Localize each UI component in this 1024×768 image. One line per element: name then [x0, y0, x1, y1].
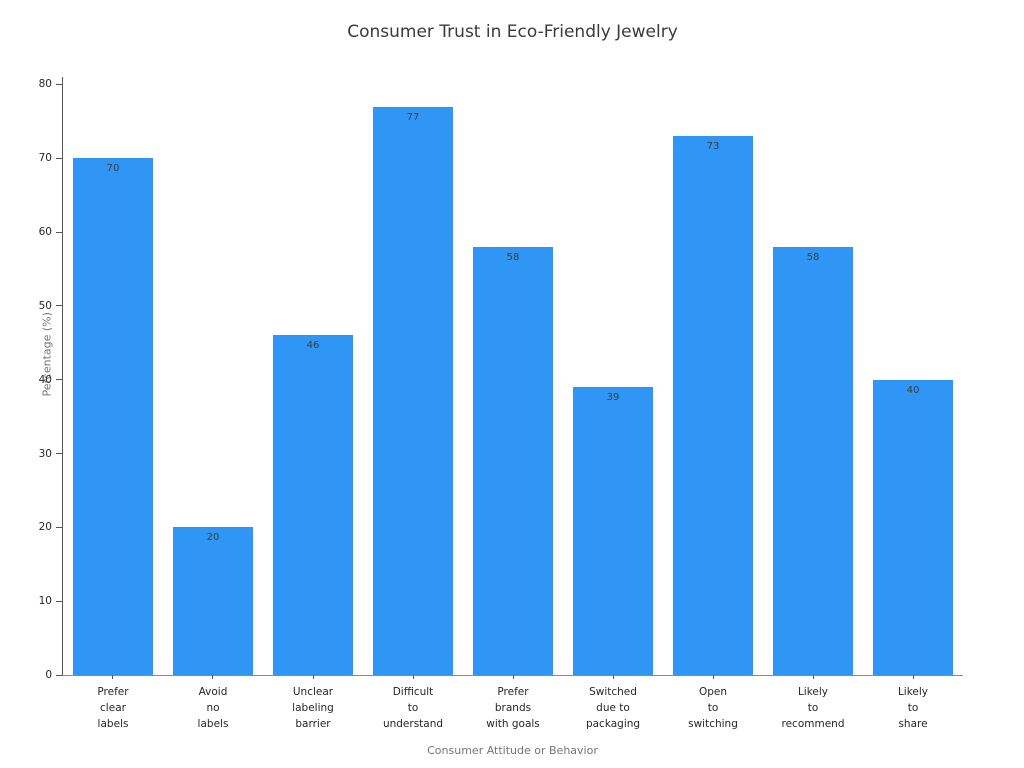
- y-tick: [56, 231, 62, 233]
- y-tick-label: 10: [38, 595, 52, 608]
- y-tick-label: 60: [38, 226, 52, 239]
- y-tick-label: 70: [38, 152, 52, 165]
- bar-value-label: 77: [406, 111, 420, 123]
- x-axis-label: Consumer Attitude or Behavior: [427, 744, 598, 757]
- bar: 40: [873, 379, 953, 675]
- y-tick-label: 0: [45, 669, 52, 681]
- x-tick-label: Open to switching: [688, 686, 738, 730]
- bar-slot: 77: [363, 77, 463, 675]
- x-tick-label: Likely to share: [897, 686, 929, 730]
- y-tick-label: 40: [38, 373, 52, 386]
- bar-slot: 46: [263, 77, 363, 675]
- x-tick-label: Difficult to understand: [382, 686, 444, 730]
- y-tick: [56, 453, 62, 455]
- x-tick: [612, 675, 614, 679]
- y-tick: [56, 674, 62, 676]
- y-tick: [56, 157, 62, 159]
- y-tick-label: 80: [38, 78, 52, 91]
- x-tick-label: Prefer brands with goals: [486, 686, 540, 730]
- bar: 58: [473, 246, 553, 675]
- y-tick: [56, 526, 62, 528]
- x-tick-label: Switched due to packaging: [585, 686, 641, 730]
- bar: 73: [673, 136, 753, 675]
- bar: 20: [173, 527, 253, 675]
- y-tick: [56, 305, 62, 307]
- bar: 58: [773, 246, 853, 675]
- y-tick-label: 30: [38, 447, 52, 460]
- bar-slot: 58: [763, 77, 863, 675]
- bar-slot: 58: [463, 77, 563, 675]
- bar: 39: [573, 387, 653, 675]
- bar-slot: 73: [663, 77, 763, 675]
- bar-value-label: 58: [506, 251, 520, 263]
- x-tick: [412, 675, 414, 679]
- bar-value-label: 73: [706, 141, 720, 153]
- chart-title: Consumer Trust in Eco-Friendly Jewelry: [347, 22, 678, 42]
- bar-slot: 40: [863, 77, 963, 675]
- y-tick: [56, 83, 62, 85]
- x-tick: [212, 675, 214, 679]
- bar-slot: 20: [163, 77, 263, 675]
- y-tick: [56, 379, 62, 381]
- bar-value-label: 40: [906, 384, 920, 396]
- bar: 70: [73, 158, 153, 675]
- x-tick-label: Prefer clear labels: [97, 686, 129, 730]
- plot-area: 70 20 46 77 58 39 73 58 40 0 10 20 30 40 50 60 70 80 Pref…: [39, 77, 963, 730]
- bar: 77: [373, 106, 453, 675]
- bars-container: 70 20 46 77 58 39 73 58 40: [63, 77, 963, 675]
- x-tick: [912, 675, 914, 679]
- bar-value-label: 70: [106, 163, 120, 175]
- y-tick: [56, 600, 62, 602]
- bar-value-label: 46: [306, 340, 320, 352]
- y-tick-label: 50: [38, 299, 52, 312]
- bar-value-label: 20: [206, 532, 220, 544]
- bar-value-label: 58: [806, 251, 820, 263]
- x-tick: [312, 675, 314, 679]
- bar-value-label: 39: [606, 392, 620, 404]
- x-tick-label: Likely to recommend: [781, 686, 845, 730]
- bar-slot: 39: [563, 77, 663, 675]
- x-tick-label: Unclear labeling barrier: [292, 686, 334, 730]
- x-tick: [512, 675, 514, 679]
- y-tick-label: 20: [38, 521, 52, 534]
- bar: 46: [273, 335, 353, 675]
- x-tick-label: Avoid no labels: [197, 686, 229, 730]
- x-tick: [712, 675, 714, 679]
- x-tick: [112, 675, 114, 679]
- x-tick: [812, 675, 814, 679]
- bar-slot: 70: [63, 77, 163, 675]
